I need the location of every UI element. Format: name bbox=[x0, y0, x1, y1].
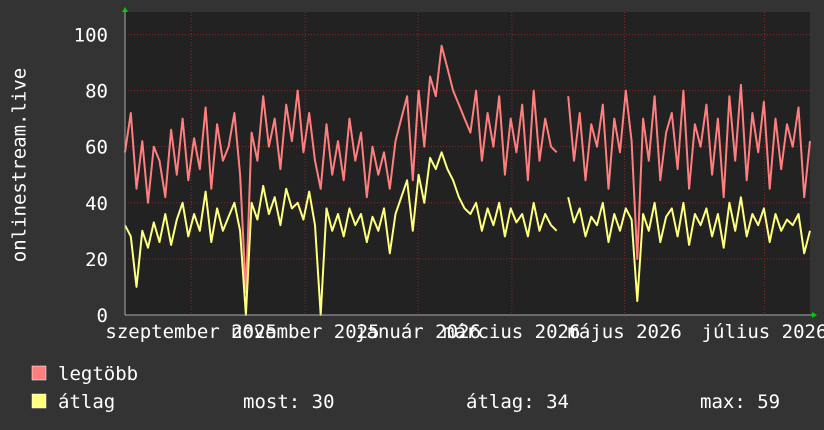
y-axis-title: onlinestream.live bbox=[9, 68, 31, 262]
x-tick-label: november 2025 bbox=[231, 321, 380, 343]
y-tick-label: 100 bbox=[74, 24, 108, 46]
y-tick-label: 0 bbox=[97, 305, 108, 327]
x-tick-label: május 2026 bbox=[567, 321, 681, 343]
y-tick-label: 20 bbox=[85, 249, 108, 271]
legend-label: átlag bbox=[58, 391, 115, 413]
x-arrow bbox=[812, 312, 817, 318]
lines bbox=[124, 44, 811, 316]
stat: átlag: 34 bbox=[466, 391, 569, 413]
x-tick-label: március 2026 bbox=[443, 321, 580, 343]
y-tick-label: 40 bbox=[85, 193, 108, 215]
legend-swatch bbox=[31, 365, 47, 381]
series-line bbox=[124, 44, 811, 294]
stat: most: 30 bbox=[243, 391, 335, 413]
x-tick-label: július 2026 bbox=[702, 321, 824, 343]
legend-label: legtöbb bbox=[58, 363, 138, 385]
series-line bbox=[124, 151, 811, 316]
y-arrow bbox=[122, 7, 128, 12]
legend-swatch bbox=[31, 393, 47, 409]
x-tick-label: január 2026 bbox=[355, 321, 481, 343]
stat: max: 59 bbox=[700, 391, 780, 413]
y-tick-label: 60 bbox=[85, 137, 108, 159]
y-tick-label: 80 bbox=[85, 81, 108, 103]
x-tick-label: szeptember 2025 bbox=[105, 321, 277, 343]
plot-area bbox=[125, 12, 810, 315]
